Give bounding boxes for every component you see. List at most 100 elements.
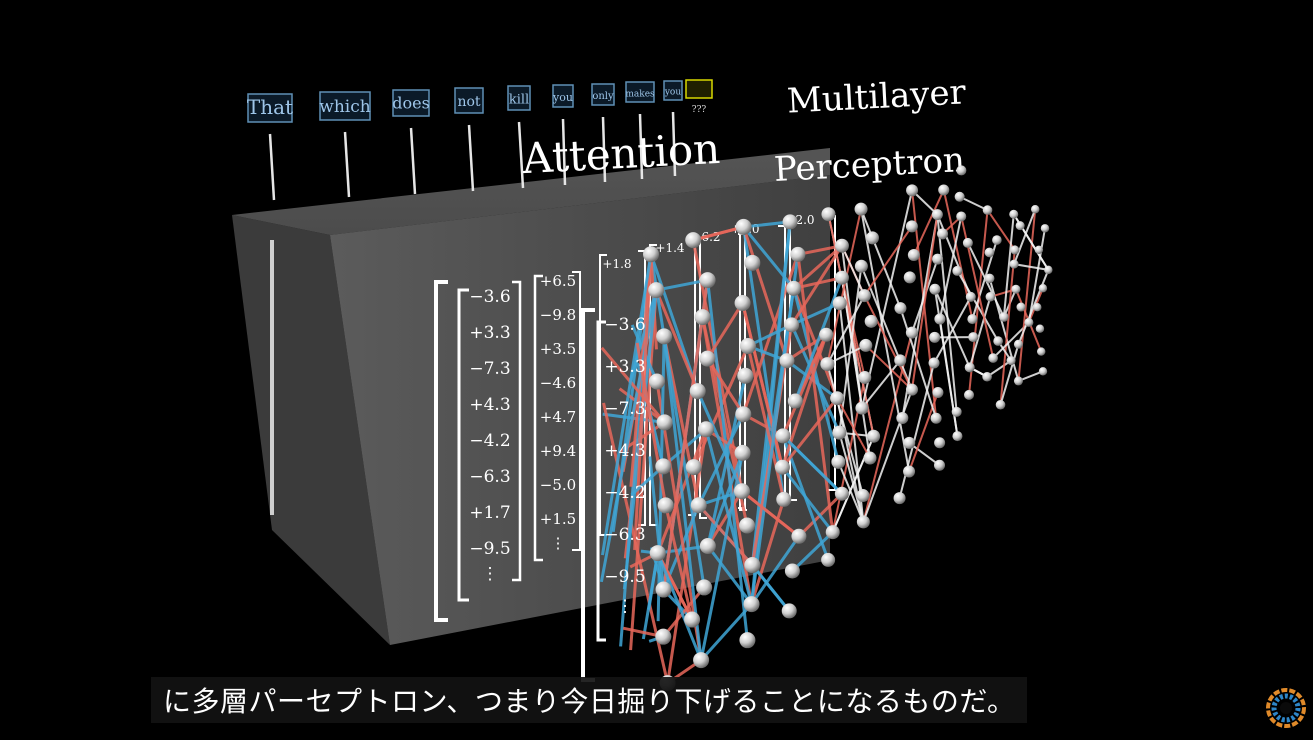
vector-value: +6.5 [540,272,576,290]
token-line [561,118,567,186]
neuron-node [930,412,942,424]
vector-top-value: +1.4 [655,241,685,255]
mlp-connection [600,346,666,424]
mlp-connection [791,531,834,573]
neuron-node [993,336,1003,346]
neuron-node [937,228,949,240]
neuron-node [929,283,941,295]
neuron-node [934,313,946,325]
token-input-lines [268,111,677,201]
mlp-connection [956,270,999,342]
mlp-connection [750,254,800,605]
mlp-connection [648,456,666,590]
mlp-connection [1002,214,1015,318]
neuron-node [1011,284,1021,294]
mlp-connection [860,190,914,409]
vector-value: +3.5 [540,340,576,358]
neuron-node [903,436,916,449]
mlp-connection [635,342,668,506]
neuron-node [690,497,707,514]
neuron-node [859,338,873,352]
mlp-connection [826,295,866,365]
neuron-node [784,317,800,333]
neuron-node [735,406,752,423]
mlp-connection [790,324,841,434]
vector-value: +1.7 [469,503,510,523]
embedding-vector-front: −3.6 +3.3 −7.3 +4.3 −4.2 −6.3 −9.5 ⋮ [604,315,645,616]
neuron-node [1013,376,1023,386]
token-line [343,131,351,198]
token-text: That [247,95,293,119]
neuron-node [858,370,872,384]
mlp-connection [696,390,744,492]
neuron-node [894,354,907,367]
neuron-node [787,393,803,409]
mlp-connection [781,466,834,534]
neuron-node [905,220,918,233]
neuron-node [856,515,870,529]
neuron-node [929,331,941,343]
neuron-node [820,357,835,372]
mlp-connection [933,296,972,364]
vector-value: −3.6 [604,315,645,335]
vector-bracket-left [599,254,607,536]
neuron-node [649,545,666,562]
neuron-node [1033,302,1042,312]
mlp-connection [1017,209,1037,382]
neuron-node [964,362,975,373]
neuron-node [832,425,847,440]
token-line [268,133,276,201]
vector-value: +4.3 [604,441,645,461]
mlp-connection [826,208,863,365]
mlp-connection [629,289,658,651]
token-text: which [319,97,370,117]
loading-spinner-icon [1266,688,1306,728]
vector-bracket-left [596,320,606,642]
mlp-connection [838,303,865,522]
embedding-vector-second: +6.5 −9.8 +3.5 −4.6 +4.7 +9.4 −5.0 +1.5 ⋮ [540,272,576,552]
neuron-node [1038,367,1048,376]
subtitle-text: に多層パーセプトロン、つまり今日掘り下げることになるものだ。 [163,685,1016,718]
neuron-node [896,412,909,425]
neuron-node [1031,205,1040,214]
token-text: does [392,94,430,113]
neuron-node [1015,221,1025,231]
vector-bracket-left [434,280,448,622]
vector-bracket-right [512,280,522,582]
token-box [319,91,371,121]
token-text: makes [625,89,655,99]
vector-value: +3.3 [604,357,645,377]
vector-top-value: +1.8 [602,257,631,271]
neuron-node [733,483,750,500]
neuron-node [964,389,975,400]
mlp-connection [899,307,938,419]
mlp-connection [706,302,744,360]
neuron-node [776,491,792,507]
neuron-node [657,497,674,514]
mlp-connection [860,208,911,472]
mlp-connection [938,216,963,320]
mlp-connection [865,344,913,391]
neuron-node [934,459,946,471]
neuron-node [1013,339,1023,349]
neuron-node [834,486,849,501]
mlp-connection [750,221,792,566]
mlp-label-line2: Perceptron [773,140,966,190]
mlp-connection [908,442,941,467]
neuron-node [1009,209,1019,219]
neuron-node [988,353,998,363]
mlp-connection [747,323,793,348]
token-line [638,113,644,180]
mlp-connection [662,336,703,661]
mlp-connection [655,278,708,292]
mlp-connection [841,245,866,297]
neuron-node [857,289,871,303]
mlp-connection [861,359,902,409]
neuron-node [744,254,761,271]
neuron-node [984,247,995,258]
mlp-connection [796,254,835,533]
neuron-node [894,302,907,315]
mlp-connection [827,214,875,437]
neuron-node [831,454,846,469]
neuron-node [893,492,906,505]
